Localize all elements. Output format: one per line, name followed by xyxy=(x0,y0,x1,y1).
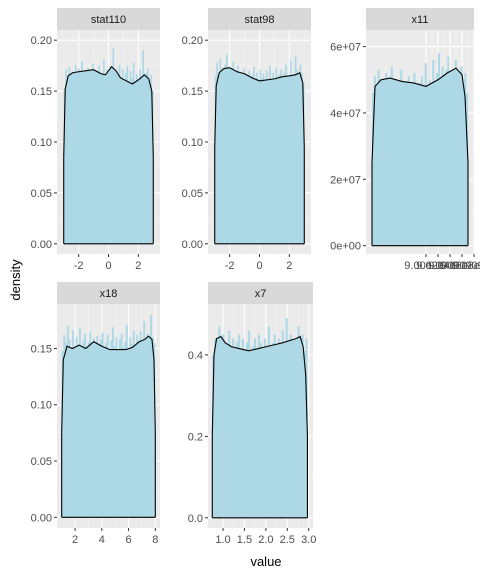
x-tick-label: 0 xyxy=(256,260,262,272)
y-tick-label: 0.00 xyxy=(182,239,203,251)
facet-strip-label: stat98 xyxy=(245,14,275,26)
density-line xyxy=(214,67,305,148)
density-area xyxy=(212,336,308,518)
y-tick-label: 0.15 xyxy=(182,86,203,98)
density-area xyxy=(214,67,305,244)
x-tick-label: 9.06e-09 xyxy=(440,260,480,272)
x-tick-label: 8 xyxy=(152,534,158,546)
y-tick-label: 0.15 xyxy=(31,343,52,355)
density-line xyxy=(61,335,156,433)
y-tick-label: 0.10 xyxy=(182,137,203,149)
density-line xyxy=(63,65,154,158)
x-tick-label: 9.04e-09 xyxy=(428,260,471,272)
x-tick-label: 6 xyxy=(126,534,132,546)
y-tick-label: 0.05 xyxy=(31,188,52,200)
facet-strip xyxy=(208,8,311,30)
y-tick-label: 0.20 xyxy=(31,35,52,47)
y-tick-label: 0.05 xyxy=(31,456,52,468)
x-tick-label: -2 xyxy=(74,260,84,272)
x-tick-label: 9.08e-09 xyxy=(452,260,480,272)
facet-panel: x7 0.0 0.2 0.4 1.0 1.5 2.0 2.5 3.0 xyxy=(188,282,316,546)
x-tick-label: 9.00e-09 xyxy=(404,260,447,272)
facet-strip-label: stat110 xyxy=(91,14,126,26)
x-tick-label: 3.0 xyxy=(301,534,316,546)
y-tick-label: 4e+07 xyxy=(330,108,361,120)
facet-strip xyxy=(208,282,313,304)
x-tick-label: 4 xyxy=(99,534,105,546)
facet-panel: stat110 0.00 0.05 0.10 0.15 0.20 -2 0 2 xyxy=(31,8,160,272)
x-tick-label: 2 xyxy=(72,534,78,546)
x-axis-title: value xyxy=(250,554,281,569)
y-tick-label: 0.4 xyxy=(188,350,203,362)
y-tick-label: 0.00 xyxy=(31,512,52,524)
x-tick-label: 2.0 xyxy=(258,534,273,546)
x-tick-label: 0 xyxy=(105,260,111,272)
facet-panel: stat98 0.00 0.05 0.10 0.15 0.20 -2 0 2 xyxy=(182,8,311,272)
x-tick-label: 9.02e-09 xyxy=(416,260,459,272)
density-line xyxy=(211,335,308,437)
y-tick-label: 0.20 xyxy=(182,35,203,47)
y-tick-label: 0e+00 xyxy=(330,241,361,253)
x-tick-label: -2 xyxy=(225,260,235,272)
x-tick-label: 1.5 xyxy=(237,534,252,546)
y-tick-label: 6e+07 xyxy=(330,42,361,54)
facet-panel: x18 0.00 0.05 0.10 0.15 2 4 6 8 xyxy=(31,282,160,546)
facet-strip xyxy=(57,282,160,304)
density-line xyxy=(371,67,469,163)
y-tick-label: 2e+07 xyxy=(330,174,361,186)
y-tick-label: 0.10 xyxy=(31,137,52,149)
x-tick-label: 2 xyxy=(286,260,292,272)
density-area xyxy=(61,336,156,518)
facet-strip xyxy=(366,8,474,30)
x-tick-label: 2 xyxy=(135,260,141,272)
density-area xyxy=(63,66,154,244)
facet-strip-label: x11 xyxy=(412,14,429,26)
y-tick-label: 0.0 xyxy=(188,513,203,525)
y-tick-label: 0.10 xyxy=(31,400,52,412)
y-tick-label: 0.2 xyxy=(188,431,203,443)
y-axis-title: density xyxy=(8,259,23,301)
facet-strip-label: x7 xyxy=(255,288,267,300)
density-area xyxy=(372,68,468,246)
x-tick-label: 2.5 xyxy=(280,534,295,546)
y-tick-label: 0.00 xyxy=(31,239,52,251)
y-tick-label: 0.05 xyxy=(182,188,203,200)
y-tick-label: 0.15 xyxy=(31,86,52,98)
x-tick-label: 1.0 xyxy=(215,534,230,546)
facet-panel: x11 0e+00 2e+07 4e+07 6e+07 9.00e-099.02e-099… xyxy=(330,8,480,272)
facet-strip xyxy=(57,8,160,30)
facet-strip-label: x18 xyxy=(100,288,118,300)
